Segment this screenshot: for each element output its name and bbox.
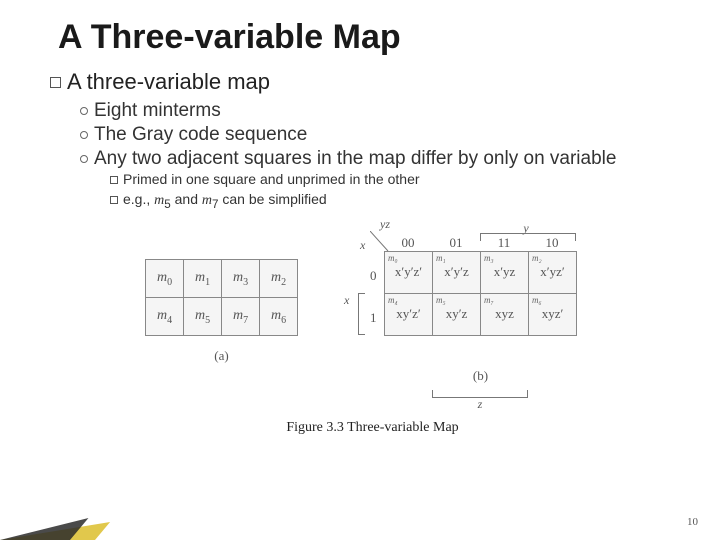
cell: m4 bbox=[146, 297, 184, 335]
table-row: m4 m5 m7 m6 bbox=[146, 297, 298, 335]
kmap-row-labels: 0 1 bbox=[370, 255, 377, 339]
figure-row: m0 m1 m3 m2 m4 m5 m7 m6 (a) bbox=[145, 221, 680, 384]
cell: m2 bbox=[260, 259, 298, 297]
cell: m₁x′y′z bbox=[433, 251, 481, 293]
bullet-level3: e.g., m5 and m7 can be simplified bbox=[50, 190, 680, 213]
kmap-col-headers: 00 01 11 10 bbox=[384, 235, 576, 251]
bullet-text: The Gray code sequence bbox=[94, 124, 307, 145]
bullet-text: Eight minterms bbox=[94, 100, 221, 121]
bullet-text-mid: and bbox=[171, 191, 202, 207]
row-label: 0 bbox=[370, 255, 377, 297]
cell: m6 bbox=[260, 297, 298, 335]
figure-area: m0 m1 m3 m2 m4 m5 m7 m6 (a) bbox=[50, 221, 680, 436]
bullet-level3: Primed in one square and unprimed in the… bbox=[50, 170, 680, 190]
square-bullet-small-icon bbox=[110, 176, 118, 184]
bullet-level2: The Gray code sequence bbox=[50, 123, 680, 147]
bullet-text: Any two adjacent squares in the map diff… bbox=[94, 148, 616, 169]
bullet-level2: Eight minterms bbox=[50, 99, 680, 123]
x-brace-label: x bbox=[344, 293, 349, 308]
cell: m0 bbox=[146, 259, 184, 297]
kmap-table: m₀x′y′z′ m₁x′y′z m₃x′yz m₂x′yz′ m₄xy′z′ … bbox=[384, 251, 577, 336]
bullet-text: Primed in one square and unprimed in the… bbox=[123, 171, 420, 187]
bullet-text-pre: e.g., bbox=[123, 191, 154, 207]
cell: m₃x′yz bbox=[481, 251, 529, 293]
cell: m₆xyz′ bbox=[529, 293, 577, 335]
cell: m7 bbox=[222, 297, 260, 335]
row-label: 1 bbox=[370, 297, 377, 339]
table-row: m0 m1 m3 m2 bbox=[146, 259, 298, 297]
col-header: 10 bbox=[528, 235, 576, 251]
cell: m5 bbox=[184, 297, 222, 335]
sublabel-b: (b) bbox=[348, 368, 577, 384]
heading-level1: A three-variable map bbox=[50, 69, 680, 95]
content-area: A three-variable map Eight minterms The … bbox=[0, 57, 720, 436]
col-header: 00 bbox=[384, 235, 432, 251]
figure-caption: Figure 3.3 Three-variable Map bbox=[145, 420, 680, 436]
slide-title: A Three-variable Map bbox=[0, 0, 720, 57]
cell: m₇xyz bbox=[481, 293, 529, 335]
cell: m3 bbox=[222, 259, 260, 297]
col-header: 01 bbox=[432, 235, 480, 251]
col-header: 11 bbox=[480, 235, 528, 251]
bullet-text-post: can be simplified bbox=[219, 191, 327, 207]
cell: m₅xy′z bbox=[433, 293, 481, 335]
table-row: m₀x′y′z′ m₁x′y′z m₃x′yz m₂x′yz′ bbox=[385, 251, 577, 293]
page-number: 10 bbox=[687, 516, 698, 528]
kmap-panel: yz x y 00 01 11 10 0 1 x bbox=[348, 221, 577, 384]
heading-text: A three-variable map bbox=[67, 69, 270, 94]
ring-bullet-icon bbox=[80, 131, 88, 139]
bullet-level2: Any two adjacent squares in the map diff… bbox=[50, 147, 680, 171]
cell: m₀x′y′z′ bbox=[385, 251, 433, 293]
mvar: m bbox=[154, 193, 164, 208]
sublabel-a: (a) bbox=[145, 348, 298, 364]
z-brace-label: z bbox=[432, 397, 528, 412]
ring-bullet-icon bbox=[80, 107, 88, 115]
cell: m1 bbox=[184, 259, 222, 297]
mvar: m bbox=[202, 193, 212, 208]
square-bullet-icon bbox=[50, 77, 61, 88]
cell: m₄xy′z′ bbox=[385, 293, 433, 335]
table-row: m₄xy′z′ m₅xy′z m₇xyz m₆xyz′ bbox=[385, 293, 577, 335]
cell: m₂x′yz′ bbox=[529, 251, 577, 293]
minterm-table: m0 m1 m3 m2 m4 m5 m7 m6 bbox=[145, 259, 298, 336]
ring-bullet-icon bbox=[80, 155, 88, 163]
x-brace-line bbox=[358, 293, 365, 335]
square-bullet-small-icon bbox=[110, 196, 118, 204]
minterm-panel: m0 m1 m3 m2 m4 m5 m7 m6 (a) bbox=[145, 221, 298, 364]
